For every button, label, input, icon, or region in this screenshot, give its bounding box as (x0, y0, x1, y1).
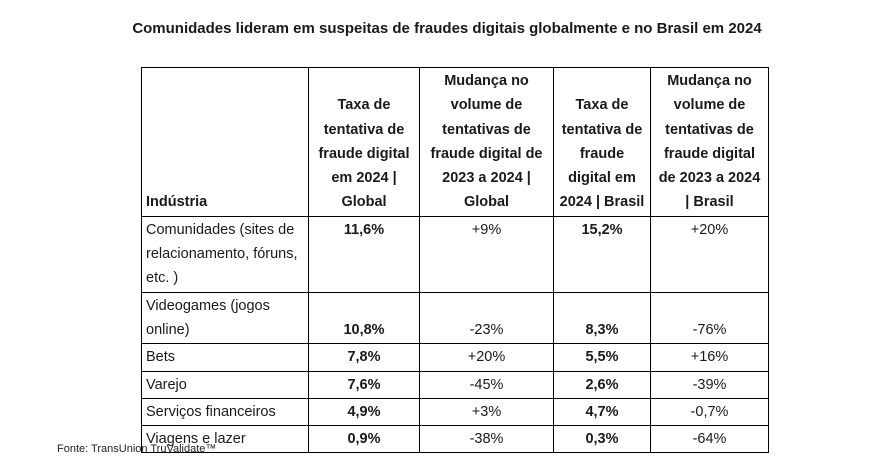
fraud-rate-table: Indústria Taxa de tentativa de fraude di… (141, 67, 769, 454)
page-title: Comunidades lideram em suspeitas de frau… (132, 20, 762, 37)
table-header-row: Indústria Taxa de tentativa de fraude di… (141, 67, 769, 217)
brazil-change-cell: +16% (650, 343, 769, 372)
table-row: Viagens e lazer 0,9% -38% 0,3% -64% (141, 425, 769, 454)
global-rate-cell: 11,6% (308, 215, 420, 293)
header-global-change: Mudança no volume de tentativas de fraud… (419, 67, 554, 217)
header-industry: Indústria (141, 67, 309, 217)
global-change-cell: +20% (419, 343, 554, 372)
brazil-rate-cell: 4,7% (553, 397, 651, 427)
global-rate-cell: 7,8% (308, 343, 420, 372)
global-change-cell: -23% (419, 291, 554, 345)
brazil-rate-cell: 15,2% (553, 215, 651, 293)
source-note: Fonte: TransUnion TruValidate™ (57, 443, 217, 455)
header-brazil-change: Mudança no volume de tentativas de fraud… (650, 67, 769, 217)
industry-cell: Viagens e lazer (141, 425, 309, 454)
industry-cell: Comunidades (sites de relacionamento, fó… (141, 215, 309, 293)
brazil-rate-cell: 0,3% (553, 425, 651, 454)
header-global-rate: Taxa de tentativa de fraude digital em 2… (308, 67, 420, 217)
brazil-change-cell: -0,7% (650, 397, 769, 427)
global-rate-cell: 10,8% (308, 291, 420, 345)
table-row: Videogames (jogos online) 10,8% -23% 8,3… (141, 291, 769, 345)
brazil-change-cell: -39% (650, 370, 769, 399)
header-brazil-rate: Taxa de tentativa de fraude digital em 2… (553, 67, 651, 217)
brazil-change-cell: -76% (650, 291, 769, 345)
global-change-cell: -38% (419, 425, 554, 454)
brazil-rate-cell: 8,3% (553, 291, 651, 345)
global-change-cell: +3% (419, 397, 554, 427)
table-row: Bets 7,8% +20% 5,5% +16% (141, 343, 769, 372)
industry-cell: Videogames (jogos online) (141, 291, 309, 345)
global-rate-cell: 0,9% (308, 425, 420, 454)
brazil-rate-cell: 2,6% (553, 370, 651, 399)
brazil-change-cell: -64% (650, 425, 769, 454)
global-change-cell: +9% (419, 215, 554, 293)
industry-cell: Serviços financeiros (141, 397, 309, 427)
brazil-rate-cell: 5,5% (553, 343, 651, 372)
brazil-change-cell: +20% (650, 215, 769, 293)
global-rate-cell: 4,9% (308, 397, 420, 427)
industry-cell: Varejo (141, 370, 309, 399)
industry-cell: Bets (141, 343, 309, 372)
global-rate-cell: 7,6% (308, 370, 420, 399)
global-change-cell: -45% (419, 370, 554, 399)
table-row: Comunidades (sites de relacionamento, fó… (141, 215, 769, 293)
table-row: Serviços financeiros 4,9% +3% 4,7% -0,7% (141, 397, 769, 427)
table-row: Varejo 7,6% -45% 2,6% -39% (141, 370, 769, 399)
